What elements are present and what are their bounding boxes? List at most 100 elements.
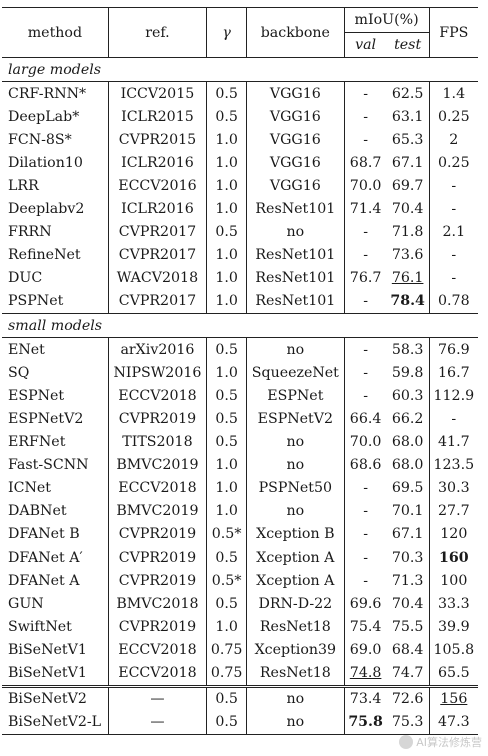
table-row: BiSeNetV2—0.5 no 73.4 72.6 156 (2, 684, 478, 711)
cell-test: 68.4 (386, 638, 430, 662)
cell-test: 69.5 (386, 476, 430, 500)
table-row: DFANet A′ CVPR2019 0.5 Xception A - 70.3 160 (2, 545, 478, 570)
wechat-logo-icon (399, 735, 414, 749)
cell-gamma: 0.5* (206, 569, 248, 593)
cell-fps: 123.5 (433, 457, 475, 474)
cell-fps: - (451, 201, 457, 218)
table-row: ERFNet TITS2018 0.5 no 70.0 68.0 41.7 (2, 430, 478, 454)
cell-method: ESPNet (2, 384, 109, 408)
cell-fps: 27.7 (438, 503, 470, 520)
cell-backbone: no (246, 710, 345, 735)
cell-fps: 16.7 (438, 364, 470, 381)
cell-fps: 2 (449, 131, 459, 148)
cell-val: 73.4 (344, 684, 387, 711)
cell-method: DFANet B (2, 522, 109, 546)
table-row: DeepLab* ICLR2015 0.5 VGG16 - 63.1 0.25 (2, 105, 478, 129)
cell-ref: ICCV2015 (108, 81, 208, 106)
cell-test: 72.6 (386, 684, 430, 711)
table-row: FCN-8S* CVPR2015 1.0 VGG16 - 65.3 2 (2, 128, 478, 152)
cell-test: 78.4 (386, 289, 430, 314)
cell-method: ESPNetV2 (2, 407, 109, 431)
header-test: test (386, 32, 430, 58)
cell-gamma: 1.0 (206, 128, 248, 152)
cell-backbone: ResNet101 (246, 266, 345, 290)
cell-test: 69.7 (386, 174, 430, 198)
cell-val: 75.8 (344, 710, 387, 735)
cell-test: 76.1 (386, 266, 430, 290)
cell-method: ERFNet (2, 430, 109, 454)
cell-method: DUC (2, 266, 109, 290)
cell-method: SQ (2, 361, 109, 385)
comparison-table: method ref. γ backbone mIoU(%) FPS val t… (2, 7, 478, 735)
cell-fps: 160 (439, 549, 469, 566)
cell-method: Fast-SCNN (2, 453, 109, 477)
header-fps: FPS (429, 7, 478, 58)
cell-val: 71.4 (349, 201, 382, 218)
cell-ref: ICLR2016 (108, 151, 208, 175)
cell-test: 60.3 (386, 384, 430, 408)
cell-fps: 120 (440, 526, 468, 543)
cell-gamma: 0.5 (206, 710, 248, 735)
cell-gamma: 1.0 (206, 361, 248, 385)
cell-val: 66.4 (349, 410, 382, 427)
cell-gamma: 1.0 (206, 197, 248, 221)
cell-ref: CVPR2019 (108, 407, 208, 431)
cell-backbone: VGG16 (246, 174, 345, 198)
cell-ref: CVPR2017 (108, 289, 208, 314)
cell-backbone: Xception B (246, 522, 345, 546)
cell-ref: ECCV2018 (108, 476, 208, 500)
cell-backbone: SqueezeNet (246, 361, 345, 385)
table-row: BiSeNetV2-L —0.5 no 75.8 75.3 47.3 (2, 710, 478, 735)
table-row: ESPNet ECCV2018 0.5 ESPNet -60.3 112.9 (2, 384, 478, 408)
table-row: BiSeNetV1 ECCV2018 0.75 Xception39 69.0 68.4 1… (2, 638, 478, 662)
cell-ref: — (108, 684, 208, 711)
cell-test: 59.8 (386, 361, 430, 385)
cell-method: DFANet A (2, 569, 109, 593)
table-row: PSPNet CVPR2017 1.0 ResNet101 - 78.4 0.78 (2, 289, 478, 314)
header-miou: mIoU(%) (344, 7, 430, 33)
cell-fps: - (451, 270, 457, 287)
cell-test: 67.1 (386, 151, 430, 175)
table-row: DUC WACV2018 1.0 ResNet101 76.7 76.1 - (2, 266, 478, 290)
table-body: large models CRF-RNN* ICCV2015 0.5 VGG16-62.… (2, 57, 478, 735)
cell-val: - (363, 480, 368, 497)
header-gamma: γ (206, 7, 248, 58)
cell-method: SwiftNet (2, 615, 109, 639)
cell-val: 76.7 (349, 270, 382, 287)
cell-gamma: 1.0 (206, 289, 248, 314)
cell-fps: 0.25 (438, 154, 470, 171)
cell-val: 70.0 (349, 178, 382, 195)
cell-ref: NIPSW2016 (108, 361, 208, 385)
cell-val: - (363, 364, 368, 381)
cell-backbone: no (246, 430, 345, 454)
cell-ref: ECCV2018 (108, 661, 208, 687)
cell-backbone: ResNet18 (246, 615, 345, 639)
cell-gamma: 0.5 (206, 105, 248, 129)
cell-backbone: VGG16 (246, 151, 345, 175)
header-backbone: backbone (246, 7, 345, 58)
cell-method: BiSeNetV2-L (2, 710, 109, 735)
cell-backbone: no (246, 220, 345, 244)
cell-test: 63.1 (386, 105, 430, 129)
cell-test: 74.7 (386, 661, 430, 687)
cell-val: - (363, 341, 368, 358)
cell-val: - (363, 549, 368, 566)
cell-method: DFANet A′ (2, 545, 109, 570)
cell-method: CRF-RNN* (2, 81, 109, 106)
cell-ref: BMVC2018 (108, 592, 208, 616)
cell-gamma: 0.5 (206, 430, 248, 454)
cell-backbone: ESPNet (246, 384, 345, 408)
cell-method: ENet (2, 337, 109, 362)
cell-fps: 39.9 (438, 618, 470, 635)
cell-ref: CVPR2019 (108, 615, 208, 639)
cell-gamma: 0.5 (206, 337, 248, 362)
cell-backbone: VGG16 (246, 105, 345, 129)
table-row: CRF-RNN* ICCV2015 0.5 VGG16 - 62.5 1.4 (2, 81, 478, 106)
cell-ref: ECCV2016 (108, 174, 208, 198)
cell-ref: TITS2018 (108, 430, 208, 454)
cell-ref: ICLR2015 (108, 105, 208, 129)
table-row: SwiftNet CVPR2019 1.0 ResNet18 75.4 75.5 39.9 (2, 615, 478, 639)
cell-method: FRRN (2, 220, 109, 244)
cell-val: - (363, 526, 368, 543)
cell-gamma: 0.5 (206, 592, 248, 616)
